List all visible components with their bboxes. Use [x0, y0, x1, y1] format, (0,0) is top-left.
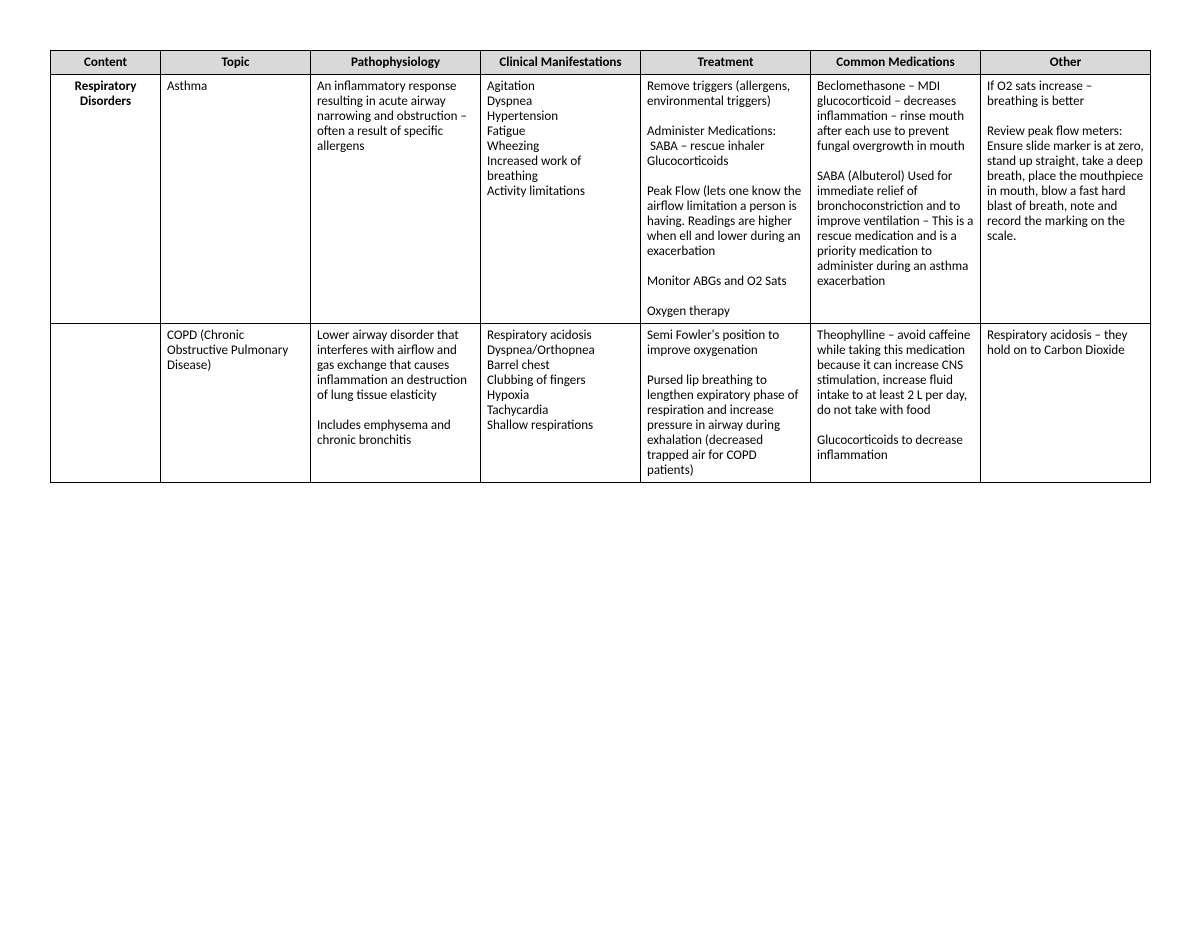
cell-clinical: Respiratory acidosis Dyspnea/Orthopnea B…: [481, 324, 641, 483]
col-header-treatment: Treatment: [641, 51, 811, 75]
cell-treatment: Semi Fowler's position to improve oxygen…: [641, 324, 811, 483]
cell-topic: COPD (Chronic Obstructive Pulmonary Dise…: [161, 324, 311, 483]
col-header-other: Other: [981, 51, 1151, 75]
col-header-topic: Topic: [161, 51, 311, 75]
col-header-clinical: Clinical Manifestations: [481, 51, 641, 75]
cell-pathophysiology: An inflammatory response resulting in ac…: [311, 75, 481, 324]
col-header-meds: Common Medications: [811, 51, 981, 75]
cell-other: Respiratory acidosis – they hold on to C…: [981, 324, 1151, 483]
cell-meds: Beclomethasone – MDI glucocorticoid – de…: [811, 75, 981, 324]
respiratory-disorders-table: Content Topic Pathophysiology Clinical M…: [50, 50, 1151, 483]
col-header-content: Content: [51, 51, 161, 75]
cell-treatment: Remove triggers (allergens, environmenta…: [641, 75, 811, 324]
cell-meds: Theophylline – avoid caffeine while taki…: [811, 324, 981, 483]
cell-pathophysiology: Lower airway disorder that interferes wi…: [311, 324, 481, 483]
cell-clinical: Agitation Dyspnea Hypertension Fatigue W…: [481, 75, 641, 324]
table-row: COPD (Chronic Obstructive Pulmonary Dise…: [51, 324, 1151, 483]
col-header-pathophysiology: Pathophysiology: [311, 51, 481, 75]
cell-content: Respiratory Disorders: [51, 75, 161, 324]
cell-topic: Asthma: [161, 75, 311, 324]
cell-other: If O2 sats increase – breathing is bette…: [981, 75, 1151, 324]
cell-content: [51, 324, 161, 483]
table-header-row: Content Topic Pathophysiology Clinical M…: [51, 51, 1151, 75]
table-row: Respiratory Disorders Asthma An inflamma…: [51, 75, 1151, 324]
